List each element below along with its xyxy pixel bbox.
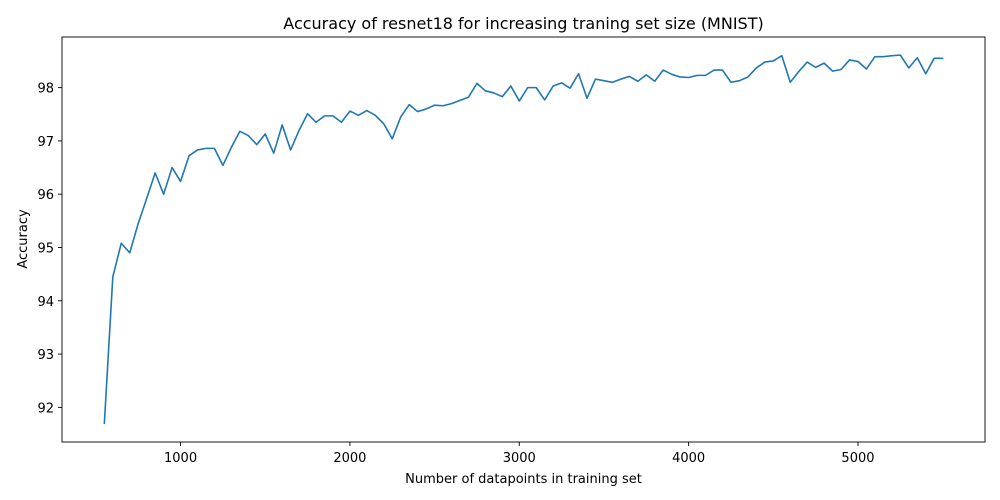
y-axis: 92 93 94 95 96 97 98 xyxy=(37,82,62,416)
y-tick-label: 95 xyxy=(37,241,54,256)
y-tick-label: 93 xyxy=(37,348,54,363)
y-tick-label: 96 xyxy=(37,188,54,203)
x-tick-label: 3000 xyxy=(503,451,536,466)
y-axis-label: Accuracy xyxy=(16,209,31,269)
x-axis: 1000 2000 3000 4000 5000 xyxy=(164,442,875,466)
y-tick-label: 94 xyxy=(37,295,54,310)
y-tick-label: 92 xyxy=(37,401,54,416)
plot-area xyxy=(61,36,986,443)
chart-title: Accuracy of resnet18 for increasing tran… xyxy=(283,14,763,33)
x-tick-label: 4000 xyxy=(672,451,705,466)
x-axis-label: Number of datapoints in training set xyxy=(405,472,642,487)
x-tick-label: 2000 xyxy=(333,451,366,466)
plot-frame xyxy=(61,36,986,443)
x-tick-label: 1000 xyxy=(164,451,197,466)
y-tick-label: 98 xyxy=(37,82,54,97)
y-tick-label: 97 xyxy=(37,135,54,150)
x-tick-label: 5000 xyxy=(841,451,874,466)
series-line-0 xyxy=(103,54,944,425)
